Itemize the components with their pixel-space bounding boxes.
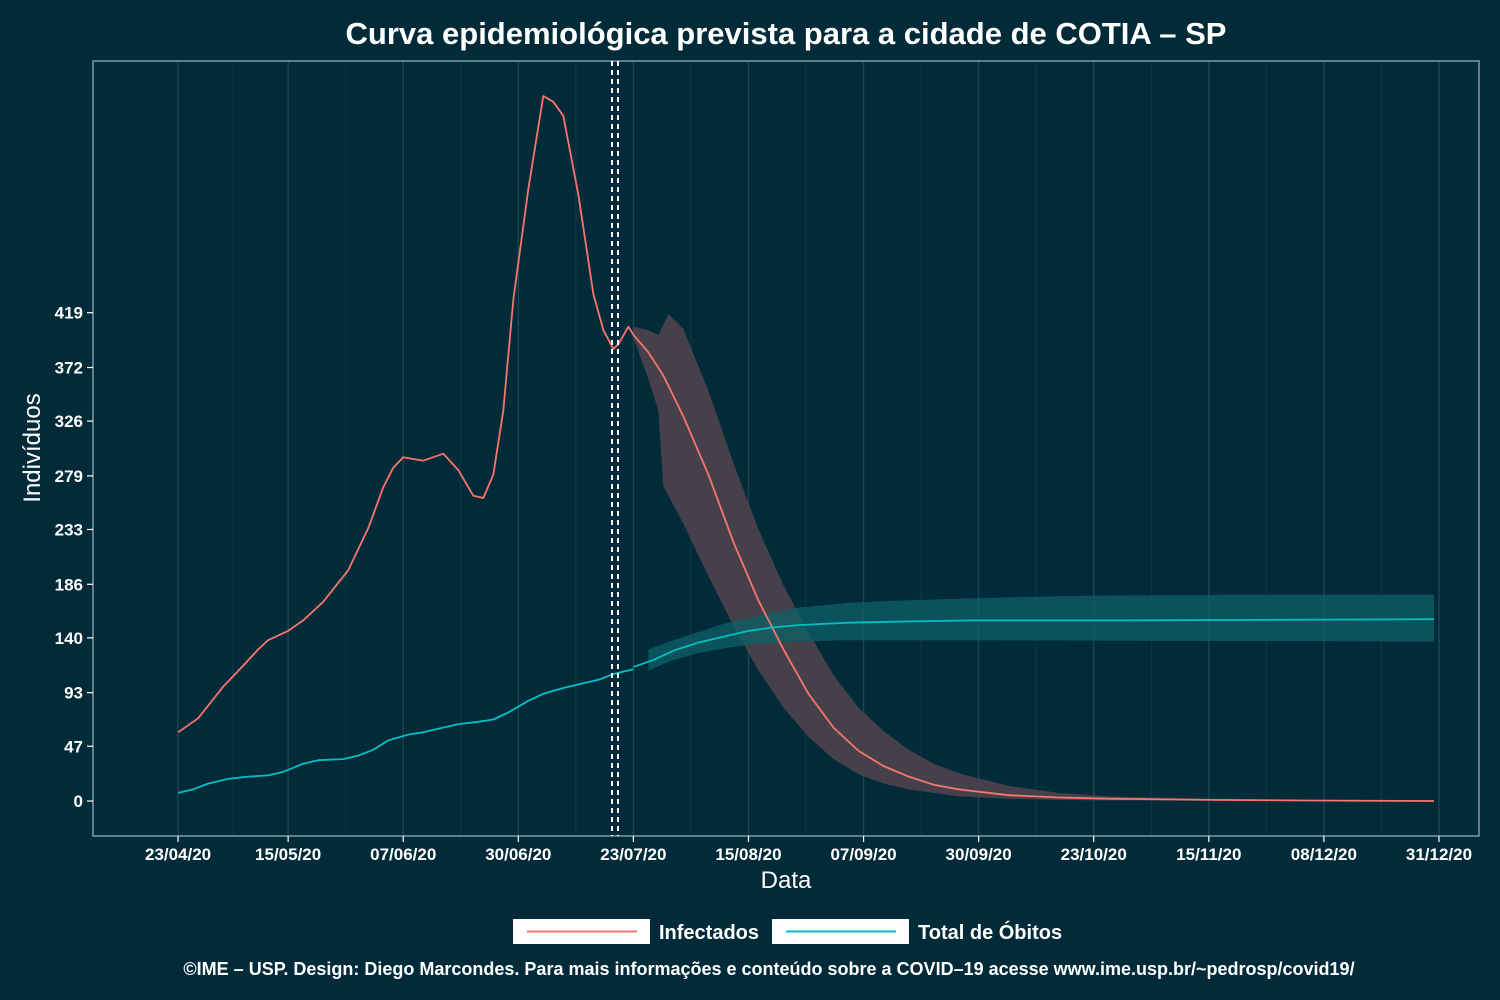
y-axis-ticks: 0 47 93 140 186 233 279 326 372 419 bbox=[55, 304, 93, 811]
y-tick-label: 372 bbox=[55, 359, 83, 378]
y-tick-label: 0 bbox=[74, 792, 83, 811]
series-infectados-observed bbox=[177, 95, 635, 734]
y-axis-label: Indivíduos bbox=[19, 393, 46, 502]
band-total-de-obitos bbox=[648, 594, 1434, 671]
chart-title: Curva epidemiológica prevista para a cid… bbox=[346, 16, 1227, 51]
x-tick-label: 08/12/20 bbox=[1291, 845, 1357, 864]
x-tick-label: 07/06/20 bbox=[370, 845, 436, 864]
x-tick-label: 30/06/20 bbox=[485, 845, 551, 864]
series-total-de-obitos-observed bbox=[177, 668, 634, 794]
legend-label-obitos: Total de Óbitos bbox=[918, 920, 1062, 944]
x-tick-label: 23/07/20 bbox=[600, 845, 666, 864]
series-infectados-forecast bbox=[632, 334, 1435, 802]
confidence-bands bbox=[633, 313, 1434, 801]
x-tick-label: 15/05/20 bbox=[255, 845, 321, 864]
x-axis-ticks: 23/04/20 15/05/20 07/06/20 30/06/20 23/07/20… bbox=[145, 836, 1472, 864]
x-tick-label: 15/11/20 bbox=[1176, 845, 1241, 864]
legend-label-infectados: Infectados bbox=[659, 922, 759, 944]
chart-caption: ©IME – USP. Design: Diego Marcondes. Par… bbox=[183, 959, 1354, 979]
y-tick-label: 233 bbox=[55, 520, 83, 539]
x-axis-label: Data bbox=[761, 867, 812, 894]
x-tick-label: 31/12/20 bbox=[1406, 845, 1472, 864]
plot-panel-border bbox=[92, 60, 1480, 837]
x-tick-label: 30/09/20 bbox=[946, 845, 1012, 864]
y-tick-label: 140 bbox=[55, 629, 83, 648]
band-infectados bbox=[633, 313, 1434, 801]
series-lines bbox=[177, 95, 1435, 802]
y-tick-label: 326 bbox=[55, 412, 83, 431]
x-tick-label: 15/08/20 bbox=[715, 845, 781, 864]
x-tick-label: 07/09/20 bbox=[830, 845, 896, 864]
y-tick-label: 93 bbox=[64, 684, 83, 703]
x-tick-label: 23/10/20 bbox=[1061, 845, 1127, 864]
y-tick-label: 419 bbox=[55, 304, 83, 323]
y-tick-label: 186 bbox=[55, 575, 83, 594]
series-total-de-obitos-forecast bbox=[633, 618, 1435, 668]
y-tick-label: 279 bbox=[55, 467, 83, 486]
y-tick-label: 47 bbox=[64, 737, 83, 756]
legend: Infectados Total de Óbitos bbox=[513, 919, 1062, 944]
x-tick-label: 23/04/20 bbox=[145, 845, 211, 864]
